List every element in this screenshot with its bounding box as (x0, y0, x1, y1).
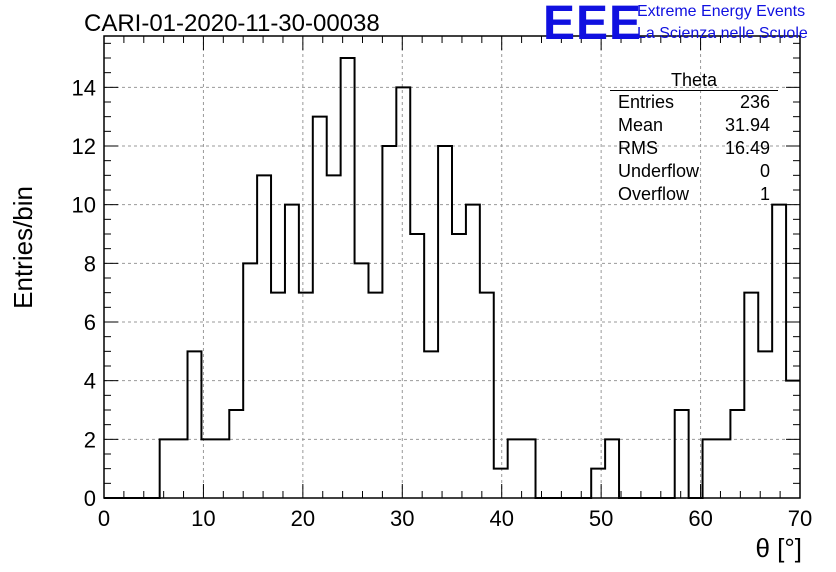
stats-label: Entries (618, 92, 675, 112)
y-tick-labels: 0 2 4 6 8 10 12 14 (72, 75, 96, 511)
y-tick-label: 0 (84, 486, 96, 511)
x-tick-label: 10 (191, 506, 215, 531)
stats-row-underflow: Underflow 0 (610, 160, 778, 183)
stats-row-entries: Entries 236 (610, 91, 778, 114)
stats-value: 0 (759, 161, 770, 181)
y-tick-label: 8 (84, 251, 96, 276)
stats-row-rms: RMS 16.49 (610, 137, 778, 160)
y-tick-label: 2 (84, 427, 96, 452)
stats-row-mean: Mean 31.94 (610, 114, 778, 137)
stats-row-overflow: Overflow 1 (610, 183, 778, 206)
x-tick-label: 0 (98, 506, 110, 531)
plot-frame (103, 35, 801, 499)
y-tick-label: 4 (84, 369, 96, 394)
chart-title: CARI-01-2020-11-30-00038 (84, 10, 380, 37)
stats-value: 31.94 (724, 115, 770, 135)
histogram-series (104, 57, 800, 499)
y-tick-label: 10 (72, 193, 96, 218)
stats-label: RMS (618, 138, 658, 158)
logo-line-1: Extreme Energy Events (637, 3, 806, 20)
x-tick-label: 60 (688, 506, 712, 531)
y-axis-label-text: Entries/bin (8, 186, 38, 309)
stats-value: 1 (759, 184, 770, 204)
logo-line-2: La Scienza nelle Scuole (637, 25, 808, 42)
y-tick-label: 6 (84, 310, 96, 335)
x-tick-label: 70 (788, 506, 812, 531)
stats-value: 236 (739, 92, 770, 112)
y-tick-label: 14 (72, 75, 96, 100)
stats-label: Overflow (618, 184, 690, 204)
stats-label: Mean (618, 115, 664, 135)
axis-ticks (103, 36, 801, 499)
stats-title: Theta (610, 70, 778, 91)
x-tick-labels: 0 10 20 30 40 50 60 70 (98, 506, 812, 531)
x-tick-label: 30 (390, 506, 414, 531)
stats-value: 16.49 (724, 138, 770, 158)
y-tick-label: 12 (72, 134, 96, 159)
eee-logo: EEE (543, 0, 643, 50)
x-tick-label: 20 (291, 506, 315, 531)
stats-box: Theta Entries 236 Mean 31.94 RMS 16.49 Unde… (610, 70, 778, 206)
x-axis-label: θ [°] (755, 533, 802, 563)
x-tick-label: 50 (589, 506, 613, 531)
stats-label: Underflow (618, 161, 700, 181)
x-tick-label: 40 (489, 506, 513, 531)
